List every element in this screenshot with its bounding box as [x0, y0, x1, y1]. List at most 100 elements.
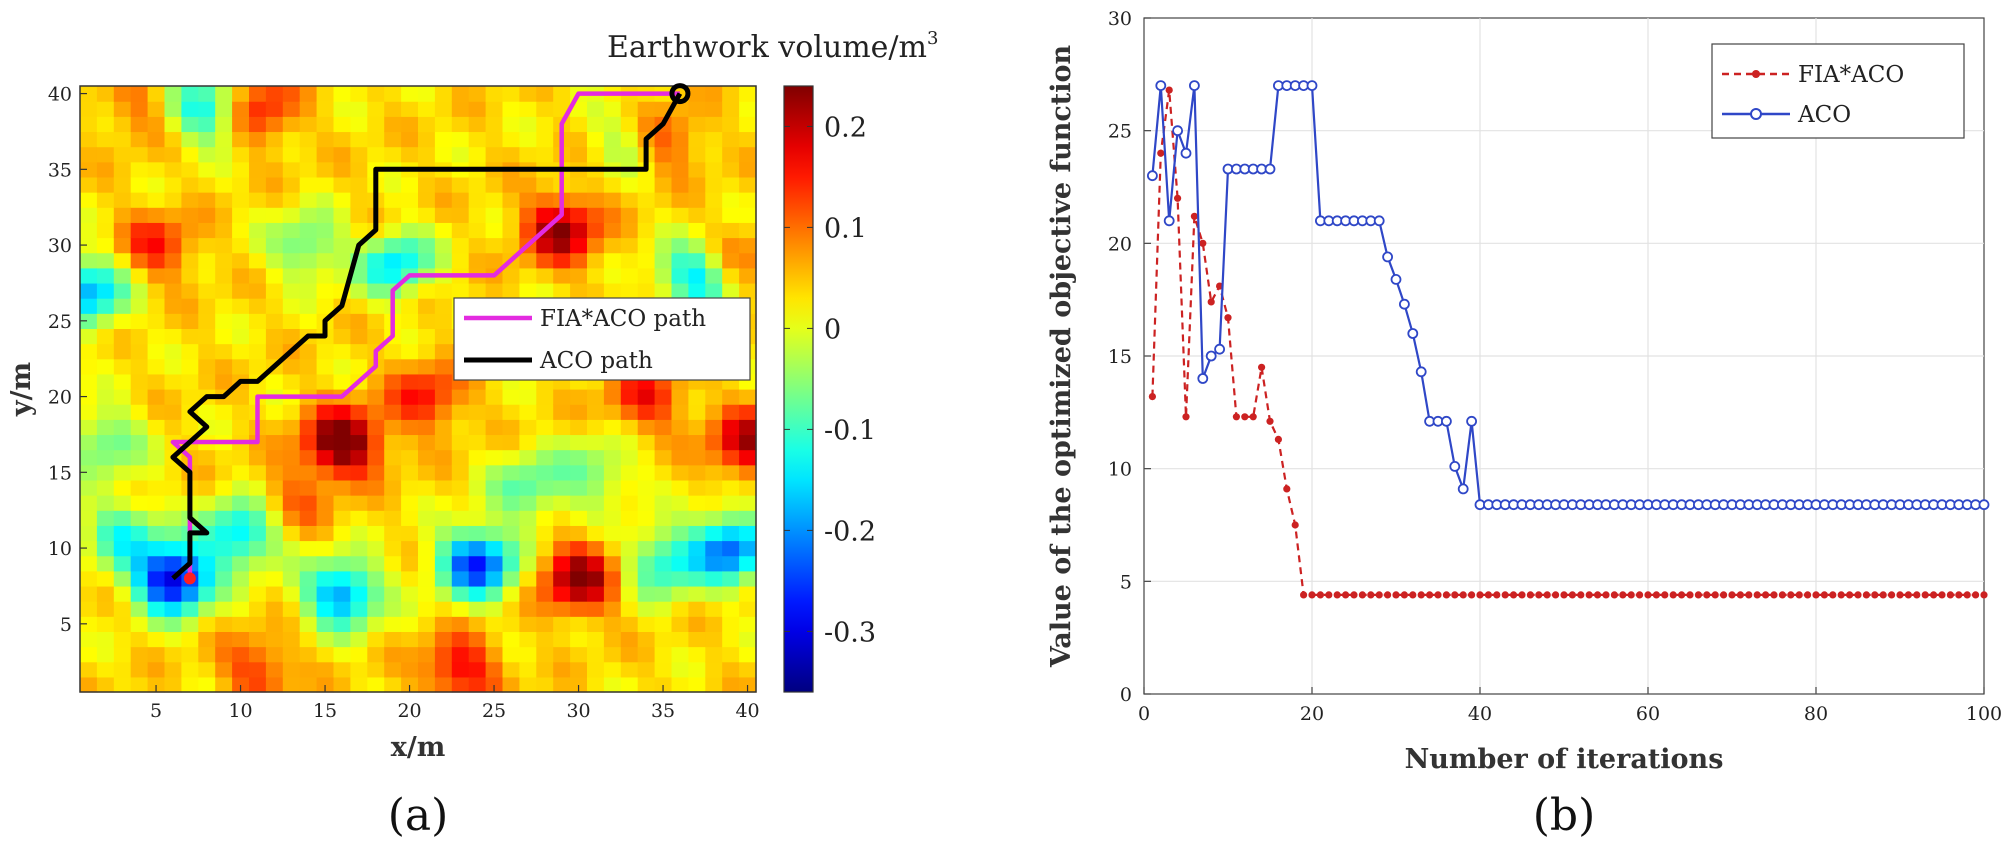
heatmap-cell	[654, 555, 673, 572]
heatmap-cell	[620, 540, 639, 557]
heatmap-cell	[316, 555, 335, 572]
heatmap-cell	[401, 298, 419, 314]
heatmap-cell	[350, 495, 368, 511]
heatmap-cell	[265, 495, 284, 511]
heatmap-cell	[299, 298, 318, 314]
heatmap-cell	[299, 131, 318, 148]
legend-aco-marker	[1750, 108, 1762, 120]
heatmap-cell	[316, 495, 335, 511]
heatmap-cell	[215, 192, 233, 208]
heatmap-cell	[96, 252, 115, 269]
heatmap-cell	[249, 510, 267, 526]
heatmap-cell	[299, 343, 318, 360]
heatmap-cell	[688, 282, 706, 299]
series-fiaaco-point	[1300, 591, 1308, 599]
heatmap-cell	[181, 601, 199, 617]
heatmap-cell	[350, 101, 368, 117]
heatmap-cell	[384, 131, 402, 148]
series-fiaaco-line	[1151, 89, 1984, 597]
heatmap-cell	[198, 479, 216, 496]
heatmap-cell	[553, 449, 571, 466]
heatmap-cell	[367, 404, 385, 420]
heatmap-cell	[434, 343, 453, 360]
heatmap-cell	[671, 464, 689, 481]
heatmap-cell	[468, 646, 487, 663]
heatmap-cell	[671, 116, 689, 133]
heatmap-cell	[316, 343, 335, 360]
series-aco-point	[1306, 80, 1318, 91]
heatmap-cell	[620, 676, 639, 693]
heatmap-cell	[688, 540, 706, 557]
heatmap-cell	[603, 419, 622, 436]
line-legend: FIA*ACO ACO	[1711, 43, 1965, 139]
heatmap-cell	[722, 192, 740, 208]
heatmap-cell	[164, 161, 182, 178]
heatmap-cell	[130, 373, 149, 390]
heatmap-cell	[316, 479, 335, 496]
heatmap-cell	[401, 313, 419, 329]
heatmap-cell	[722, 131, 740, 148]
heatmap-cell	[553, 404, 571, 420]
heatmap-cell	[299, 616, 318, 632]
heatmap-cell	[418, 343, 436, 360]
heatmap-cell	[96, 570, 115, 587]
heatmap-cell	[587, 282, 605, 299]
heatmap-cell	[671, 252, 689, 269]
heatmap-cell	[282, 510, 301, 526]
heatmap-cell	[434, 116, 453, 133]
heatmap-cell	[434, 555, 453, 572]
heatmap-cell	[654, 192, 673, 208]
heatmap-y-tick-label: 10	[48, 538, 72, 560]
heatmap-cell	[265, 252, 284, 269]
heatmap-cell	[434, 495, 453, 511]
heatmap-cell	[620, 131, 639, 148]
heatmap-x-tick-label: 20	[397, 700, 421, 722]
heatmap-cell	[113, 661, 132, 678]
heatmap-cell	[130, 570, 149, 587]
heatmap-cell	[654, 404, 673, 420]
series-fiaaco-point	[1560, 591, 1568, 599]
heatmap-cell	[147, 176, 166, 193]
heatmap-cell	[265, 570, 284, 587]
series-fiaaco-point	[1955, 591, 1963, 599]
heatmap-cell	[570, 616, 588, 632]
heatmap-cell	[164, 555, 182, 572]
heatmap-cell	[130, 131, 149, 148]
heatmap-cell	[350, 661, 368, 678]
heatmap-cell	[688, 570, 706, 587]
heatmap-cell	[147, 267, 166, 284]
series-aco-point	[1147, 170, 1158, 182]
heatmap-cell	[333, 479, 351, 496]
heatmap-cell	[739, 192, 757, 208]
heatmap-cell	[485, 585, 504, 602]
heatmap-cell	[215, 601, 233, 617]
heatmap-cell	[688, 252, 706, 269]
heatmap-cell	[451, 585, 470, 602]
heatmap-cell	[333, 449, 351, 466]
heatmap-cell	[282, 116, 301, 133]
heatmap-cell	[637, 207, 656, 223]
heatmap-cell	[637, 404, 656, 420]
heatmap-cell	[232, 389, 250, 405]
heatmap-cell	[654, 601, 673, 617]
heatmap-cell	[536, 540, 554, 557]
heatmap-cell	[147, 495, 166, 511]
heatmap-cell	[232, 585, 250, 602]
series-fiaaco-point	[1182, 413, 1190, 421]
series-fiaaco-point	[1644, 591, 1652, 599]
series-aco-point	[1466, 415, 1477, 427]
heatmap-cell	[705, 449, 723, 466]
heatmap-cell	[164, 540, 182, 557]
heatmap-cell	[536, 176, 554, 193]
heatmap-cell	[502, 267, 520, 284]
heatmap-cell	[164, 343, 182, 360]
heatmap-cell	[570, 555, 588, 572]
heatmap-cell	[434, 449, 453, 466]
heatmap-cell	[215, 131, 233, 148]
heatmap-cell	[671, 585, 689, 602]
heatmap-cell	[80, 282, 98, 299]
heatmap-cell	[384, 464, 402, 481]
heatmap-cell	[401, 646, 419, 663]
heatmap-cell	[553, 570, 571, 587]
heatmap-cell	[215, 298, 233, 314]
